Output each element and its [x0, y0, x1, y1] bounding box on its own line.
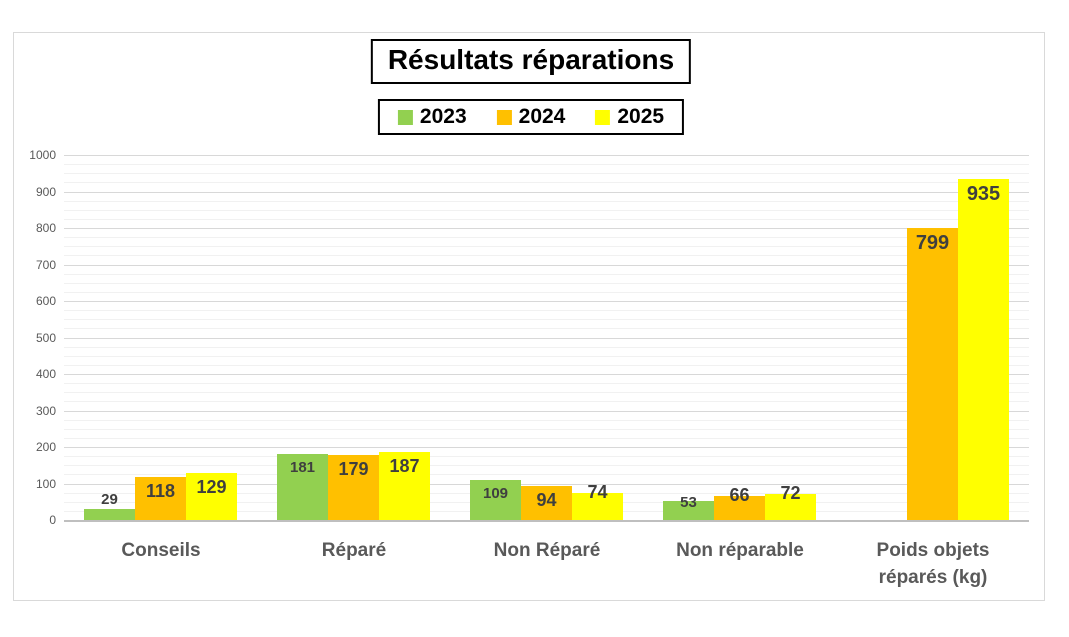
gridline-major-500	[64, 338, 1029, 339]
bar-label-2024-non-reparable: 66	[729, 485, 750, 505]
y-tick-300: 300	[35, 404, 56, 418]
legend-item-2025: 2025	[595, 105, 664, 129]
gridline-minor-775	[64, 237, 1029, 238]
legend-swatch-2025-icon	[595, 109, 611, 125]
gridline-minor-975	[64, 164, 1029, 165]
bar-2023-non-reparable	[663, 501, 714, 520]
bar-label-2023-non-reparable: 53	[680, 494, 697, 511]
legend-label-2023: 2023	[419, 105, 467, 128]
bar-2024-repare	[328, 455, 379, 520]
bar-label-2025-poids-objets-repares-kg: 935	[966, 183, 1001, 205]
legend-label-2024: 2024	[518, 105, 566, 128]
gridline-minor-575	[64, 310, 1029, 311]
gridline-major-600	[64, 301, 1029, 302]
gridline-minor-675	[64, 274, 1029, 275]
legend-swatch-2023-icon	[397, 109, 413, 125]
y-tick-600: 600	[35, 294, 56, 308]
bar-label-2025-non-reparable: 72	[780, 483, 801, 503]
gridline-minor-475	[64, 347, 1029, 348]
bar-2024-non-repare	[521, 486, 572, 520]
y-tick-700: 700	[35, 258, 56, 272]
category-label-non-repare: Non Réparé	[493, 540, 601, 561]
gridline-minor-275	[64, 420, 1029, 421]
bar-2025-non-reparable	[765, 494, 816, 520]
gridline-major-200	[64, 447, 1029, 448]
gridline-minor-375	[64, 383, 1029, 384]
legend-item-2023: 2023	[397, 105, 467, 129]
bar-label-2024-non-repare: 94	[536, 490, 557, 510]
gridline-minor-825	[64, 219, 1029, 220]
gridline-minor-175	[64, 456, 1029, 457]
bar-2023-conseils	[84, 509, 135, 520]
gridline-major-300	[64, 411, 1029, 412]
gridline-minor-125	[64, 474, 1029, 475]
bar-label-2023-repare: 181	[289, 459, 316, 476]
gridline-minor-850	[64, 210, 1029, 211]
gridline-major-100	[64, 484, 1029, 485]
bar-2023-repare	[277, 454, 328, 520]
bar-label-2023-non-repare: 109	[482, 485, 509, 502]
y-tick-800: 800	[35, 221, 56, 235]
gridline-minor-725	[64, 255, 1029, 256]
bar-2023-non-repare	[470, 480, 521, 520]
category-label-poids-objets-repares-kg: Poids objets réparés (kg)	[876, 540, 990, 588]
chart-title-box: Résultats réparations	[370, 39, 692, 84]
gridline-minor-450	[64, 356, 1029, 357]
bar-2025-poids-objets-repares-kg	[958, 179, 1009, 520]
y-tick-200: 200	[35, 440, 56, 454]
gridline-minor-350	[64, 392, 1029, 393]
y-tick-900: 900	[35, 185, 56, 199]
bar-label-2023-conseils: 29	[101, 491, 118, 508]
chart-legend: 2023 2024 2025	[377, 99, 685, 135]
gridline-minor-250	[64, 429, 1029, 430]
gridline-major-400	[64, 374, 1029, 375]
y-tick-400: 400	[35, 367, 56, 381]
gridline-minor-950	[64, 173, 1029, 174]
legend-swatch-2024-icon	[496, 109, 512, 125]
category-label-conseils: Conseils	[121, 540, 201, 561]
gridline-major-800	[64, 228, 1029, 229]
gridline-minor-425	[64, 365, 1029, 366]
gridline-minor-225	[64, 438, 1029, 439]
gridline-major-1000	[64, 155, 1029, 156]
bar-label-2025-repare: 187	[389, 456, 420, 476]
bar-label-2024-conseils: 118	[145, 481, 176, 501]
category-label-non-reparable: Non réparable	[676, 540, 804, 561]
gridline-minor-875	[64, 201, 1029, 202]
bar-label-2025-conseils: 129	[196, 477, 227, 497]
gridline-minor-325	[64, 401, 1029, 402]
gridline-minor-550	[64, 319, 1029, 320]
bar-2025-conseils	[186, 473, 237, 520]
bar-label-2024-repare: 179	[338, 459, 369, 479]
y-tick-500: 500	[35, 331, 56, 345]
gridline-major-700	[64, 265, 1029, 266]
bar-2024-poids-objets-repares-kg	[907, 228, 958, 520]
gridline-minor-525	[64, 328, 1029, 329]
legend-label-2025: 2025	[617, 105, 665, 128]
bar-label-2025-non-repare: 74	[587, 482, 608, 502]
gridline-minor-625	[64, 292, 1029, 293]
plot-area: 29 118 129 181 179 187 109 94 74 53 66 72 799 935	[64, 155, 1029, 522]
bar-2024-non-reparable	[714, 496, 765, 520]
gridline-minor-150	[64, 465, 1029, 466]
chart-title: Résultats réparations	[387, 44, 675, 75]
chart-frame: Résultats réparations 2023 2024 2025 0 100 2…	[13, 32, 1045, 601]
gridline-minor-925	[64, 182, 1029, 183]
y-tick-1000: 1000	[29, 148, 56, 162]
gridline-major-900	[64, 192, 1029, 193]
bar-2024-conseils	[135, 477, 186, 520]
y-tick-0: 0	[49, 513, 56, 527]
gridline-minor-650	[64, 283, 1029, 284]
bar-label-2024-poids-objets-repares-kg: 799	[915, 232, 950, 254]
y-tick-100: 100	[35, 477, 56, 491]
gridline-minor-750	[64, 246, 1029, 247]
legend-item-2024: 2024	[496, 105, 566, 129]
bar-2025-non-repare	[572, 493, 623, 520]
category-label-repare: Réparé	[321, 540, 387, 561]
bar-2025-repare	[379, 452, 430, 520]
